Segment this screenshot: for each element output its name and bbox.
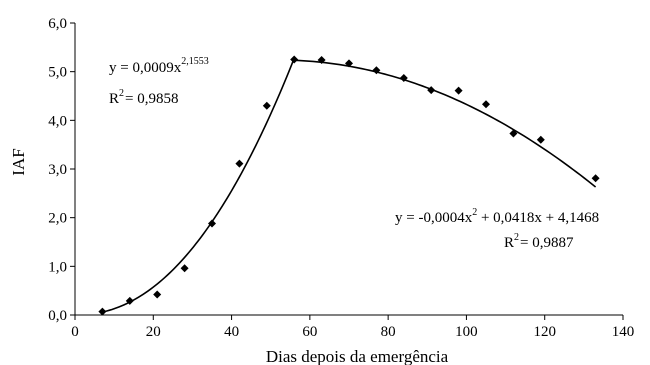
x-tick-label: 100 — [455, 324, 478, 340]
x-tick-label: 120 — [533, 324, 556, 340]
x-tick-label: 40 — [224, 324, 239, 340]
data-point — [290, 55, 299, 64]
data-point — [262, 101, 271, 110]
x-tick-label: 20 — [146, 324, 161, 340]
x-tick-label: 140 — [612, 324, 635, 340]
data-point — [153, 290, 162, 299]
y-tick-label: 6,0 — [48, 16, 67, 32]
data-point — [180, 264, 189, 273]
quadratic-fit-equation-part1: y = -0,0004x — [395, 210, 473, 226]
quadratic-fit-r2-exponent: 2 — [514, 232, 519, 243]
power-fit-r2-prefix: R — [109, 91, 119, 107]
data-point — [509, 129, 518, 138]
data-point — [345, 59, 353, 68]
data-point — [427, 86, 436, 95]
y-tick-label: 5,0 — [48, 65, 67, 81]
power-fit-r2: R2= 0,9858 — [109, 88, 178, 107]
quadratic-fit-r2-prefix: R — [504, 235, 514, 251]
y-tick-label: 4,0 — [48, 113, 67, 129]
power-fit-equation: y = 0,0009x2,1553 — [109, 56, 209, 76]
fit-curves — [102, 58, 597, 313]
power-fit-r2-exponent: 2 — [119, 88, 124, 99]
data-point — [208, 219, 216, 228]
data-point — [536, 135, 545, 144]
quadratic-fit-equation: y = -0,0004x2 + 0,0418x + 4,1468 — [395, 207, 599, 226]
data-point — [235, 159, 244, 168]
y-axis-ticks: 0,0 1,0 2,0 3,0 4,0 5,0 6,0 — [48, 16, 75, 324]
y-tick-label: 3,0 — [48, 162, 67, 178]
data-point — [98, 307, 107, 316]
power-fit-r2-value: = 0,9858 — [125, 91, 178, 107]
quadratic-fit-r2: R2= 0,9887 — [504, 232, 574, 251]
y-axis-title: IAF — [9, 148, 28, 175]
data-point — [317, 55, 326, 64]
data-point — [372, 66, 381, 75]
quadratic-fit-r2-value: = 0,9887 — [520, 235, 574, 251]
x-tick-label: 0 — [71, 324, 79, 340]
x-axis-ticks: 0 20 40 60 80 100 120 140 — [71, 315, 634, 340]
data-points — [98, 55, 600, 316]
x-tick-label: 60 — [302, 324, 317, 340]
data-point — [454, 86, 463, 95]
data-point — [125, 296, 134, 305]
data-point — [591, 174, 600, 183]
quadratic-fit-curve — [294, 59, 597, 188]
x-tick-label: 80 — [381, 324, 396, 340]
data-point — [482, 100, 490, 109]
y-tick-label: 1,0 — [48, 259, 67, 275]
quadratic-fit-equation-exponent: 2 — [472, 207, 477, 218]
power-fit-equation-exponent: 2,1553 — [181, 56, 209, 67]
x-axis-title: Dias depois da emergência — [266, 347, 449, 365]
y-tick-label: 0,0 — [48, 308, 67, 324]
quadratic-fit-equation-part2: + 0,0418x + 4,1468 — [477, 210, 599, 226]
power-fit-curve — [102, 58, 295, 313]
power-fit-equation-base: y = 0,0009x — [109, 60, 182, 76]
y-tick-label: 2,0 — [48, 211, 67, 227]
data-point — [399, 73, 408, 82]
